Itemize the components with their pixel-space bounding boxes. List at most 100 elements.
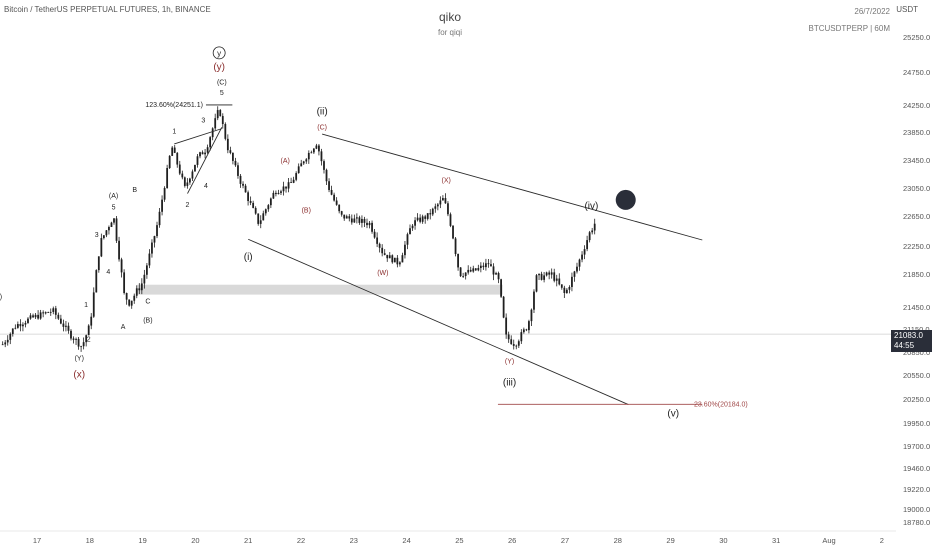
- wave-label: 3: [95, 232, 99, 239]
- x-axis[interactable]: 17 18 19 20 21 22 23 24 25 26 27 28 29 30 31 Aug 2: [0, 530, 896, 545]
- candle: [52, 306, 55, 315]
- candle-body: [550, 272, 553, 275]
- candle: [573, 270, 576, 282]
- candle-body: [307, 152, 310, 160]
- candle-body: [459, 267, 462, 277]
- candle-body: [571, 276, 573, 287]
- wave-label: 4: [204, 183, 208, 190]
- candle: [211, 127, 214, 141]
- candle: [237, 162, 239, 179]
- candle-body: [24, 322, 27, 325]
- candle-body: [381, 247, 384, 254]
- candle: [32, 313, 34, 319]
- candle: [535, 273, 538, 293]
- candle: [100, 233, 103, 258]
- candle-body: [138, 288, 141, 291]
- candle: [224, 122, 227, 141]
- candle: [358, 215, 361, 225]
- candle: [102, 235, 105, 240]
- y-tick-label: 22250.0: [903, 242, 930, 251]
- candle-body: [285, 186, 287, 189]
- candle: [4, 340, 7, 348]
- candle-body: [85, 335, 88, 343]
- candle: [318, 143, 320, 156]
- candle: [44, 311, 47, 315]
- candle: [444, 193, 447, 204]
- candle-body: [191, 171, 194, 179]
- candle: [300, 159, 303, 167]
- candle-body: [14, 327, 17, 329]
- candle: [363, 216, 366, 228]
- candle: [376, 232, 379, 248]
- x-tick-label: 30: [719, 536, 727, 545]
- candle-body: [472, 268, 475, 272]
- candle: [479, 262, 482, 273]
- candle: [459, 267, 462, 278]
- y-axis[interactable]: 25250.0 24750.0 24250.0 23850.0 23450.0 23050…: [903, 33, 930, 527]
- candle-body: [148, 253, 151, 266]
- candle-body: [173, 147, 176, 153]
- candle-body: [558, 278, 561, 285]
- candle-body: [578, 259, 581, 267]
- candle-body: [135, 288, 138, 296]
- candle-body: [209, 137, 212, 148]
- candle-body: [269, 198, 272, 206]
- candle-body: [586, 240, 589, 250]
- candle-body: [330, 189, 333, 195]
- candle-body: [4, 342, 7, 345]
- y-tick-label: 22650.0: [903, 212, 930, 221]
- author-title: qiko: [438, 10, 461, 24]
- candle-body: [244, 185, 247, 193]
- candle-body: [272, 192, 275, 199]
- candle: [330, 185, 333, 196]
- candle: [414, 217, 416, 230]
- candle-body: [27, 318, 29, 323]
- candle: [275, 190, 277, 197]
- candle: [133, 293, 136, 304]
- candle-body: [254, 207, 257, 214]
- wave-label: (Y): [505, 359, 514, 366]
- wave-label: (C): [317, 124, 327, 131]
- candle-body: [11, 328, 14, 334]
- candle-body: [345, 216, 348, 219]
- candle: [262, 210, 265, 221]
- wave-label: (y): [213, 62, 225, 73]
- candle: [411, 223, 414, 231]
- chart-plot-area[interactable]: −23.60%(20184.0) 123.60%(24251.1) (X) (Y) (x…: [0, 46, 896, 420]
- candle-body: [143, 274, 146, 284]
- candle: [90, 313, 93, 330]
- wave-label: y: [217, 49, 221, 58]
- candle-body: [216, 110, 219, 119]
- candle: [368, 221, 371, 229]
- candle: [272, 190, 275, 199]
- candle: [578, 258, 581, 271]
- x-tick-label: 28: [614, 536, 622, 545]
- candle: [267, 203, 270, 212]
- candle-body: [454, 238, 457, 254]
- y-tick-label: 23450.0: [903, 156, 930, 165]
- candle-body: [401, 255, 404, 263]
- candle-body: [120, 259, 123, 273]
- candle: [216, 106, 219, 121]
- y-tick-label: 20550.0: [903, 371, 930, 380]
- candle-body: [515, 345, 518, 347]
- candle-body: [477, 268, 480, 271]
- candle: [280, 189, 282, 196]
- candle-body: [226, 138, 229, 151]
- candle: [353, 214, 356, 223]
- candle-body: [467, 269, 470, 273]
- candle-body: [560, 284, 563, 288]
- x-tick-label: 19: [138, 536, 146, 545]
- candle-body: [300, 163, 303, 167]
- candle: [123, 269, 126, 295]
- candle-body: [449, 214, 452, 226]
- candle: [244, 183, 247, 193]
- candle: [396, 255, 399, 268]
- symbol-header: Bitcoin / TetherUS PERPETUAL FUTURES, 1h…: [4, 5, 211, 14]
- candle: [434, 203, 437, 213]
- candle: [502, 295, 505, 319]
- y-tick-label: 19000.0: [903, 505, 930, 514]
- candle-body: [249, 201, 252, 203]
- candle: [558, 273, 561, 286]
